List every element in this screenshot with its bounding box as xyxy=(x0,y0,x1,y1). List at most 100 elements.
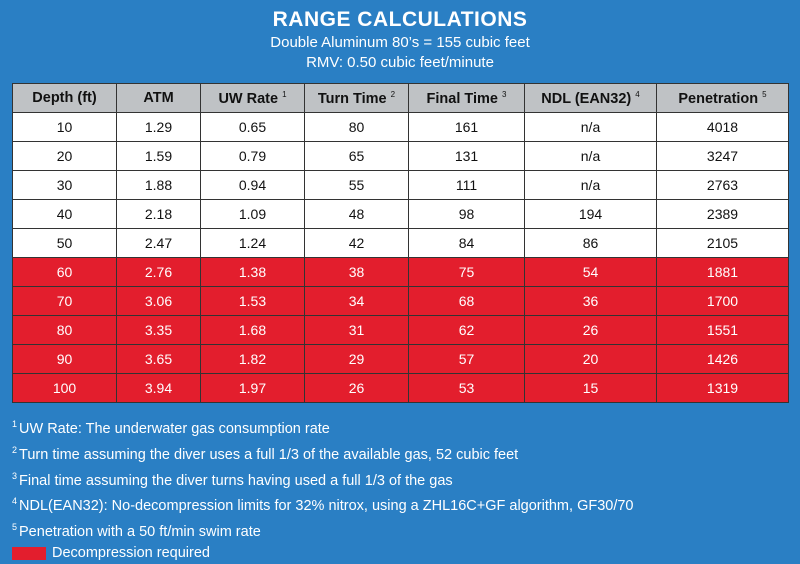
table-cell: 62 xyxy=(408,315,525,345)
table-cell: 1.59 xyxy=(116,141,201,171)
table-cell: 30 xyxy=(12,170,117,200)
table-cell: 20 xyxy=(524,344,657,374)
column-header: ATM xyxy=(116,83,201,113)
footnote-text: Penetration with a 50 ft/min swim rate xyxy=(19,524,261,541)
table-cell: 3.06 xyxy=(116,286,201,316)
table-cell: 1.24 xyxy=(200,228,305,258)
table-cell: 1.09 xyxy=(200,199,305,229)
table-cell: 1700 xyxy=(656,286,789,316)
table-row: 50 2.47 1.24 42 84 86 2105 xyxy=(12,228,789,258)
footnote-number: 3 xyxy=(12,470,18,481)
table-cell: 1.97 xyxy=(200,373,305,403)
table-cell: 0.94 xyxy=(200,170,305,200)
table-cell: 3.35 xyxy=(116,315,201,345)
column-header-label: UW Rate xyxy=(218,90,279,107)
legend: Decompression required xyxy=(12,543,634,564)
table-cell: 80 xyxy=(12,315,117,345)
table-cell: 2.18 xyxy=(116,199,201,229)
column-header-label: ATM xyxy=(143,90,174,106)
legend-swatch xyxy=(12,547,46,561)
table-cell: 86 xyxy=(524,228,657,258)
table-cell: 48 xyxy=(304,199,409,229)
footnote-text: NDL(EAN32): No-decompression limits for … xyxy=(19,498,634,515)
table-cell: 2763 xyxy=(656,170,789,200)
footnote-number: 4 xyxy=(12,496,18,507)
table-cell: 29 xyxy=(304,344,409,374)
table-cell: 40 xyxy=(12,199,117,229)
table-cell: 111 xyxy=(408,170,525,200)
subtitle-rmv: RMV: 0.50 cubic feet/minute xyxy=(306,54,494,71)
column-header: Final Time 3 xyxy=(408,83,525,113)
table-cell: 131 xyxy=(408,141,525,171)
table-cell: 3247 xyxy=(656,141,789,171)
footnote: 4 NDL(EAN32): No-decompression limits for… xyxy=(12,491,634,517)
subtitle-gas: Double Aluminum 80’s = 155 cubic feet xyxy=(270,34,530,51)
table-cell: 0.65 xyxy=(200,112,305,142)
table-cell: 1881 xyxy=(656,257,789,287)
header-row: Depth (ft) ATM UW Rate 1 Turn Time 2 Final T… xyxy=(12,83,789,113)
table-cell: 31 xyxy=(304,315,409,345)
table-cell: n/a xyxy=(524,112,657,142)
table-cell: 2389 xyxy=(656,199,789,229)
table-cell: 55 xyxy=(304,170,409,200)
table-cell: 98 xyxy=(408,199,525,229)
legend-label: Decompression required xyxy=(52,545,210,562)
table-cell: 36 xyxy=(524,286,657,316)
table-row: 20 1.59 0.79 65 131 n/a 3247 xyxy=(12,141,789,171)
table-cell: 34 xyxy=(304,286,409,316)
table-row: 30 1.88 0.94 55 111 n/a 2763 xyxy=(12,170,789,200)
table-row-decompression: 60 2.76 1.38 38 75 54 1881 xyxy=(12,257,789,287)
table-cell: 68 xyxy=(408,286,525,316)
table-row: 40 2.18 1.09 48 98 194 2389 xyxy=(12,199,789,229)
footnote-text: Final time assuming the diver turns havi… xyxy=(19,472,453,489)
table-cell: 1319 xyxy=(656,373,789,403)
table-cell: 194 xyxy=(524,199,657,229)
header: RANGE CALCULATIONS Double Aluminum 80’s … xyxy=(0,0,800,73)
footnote-number: 5 xyxy=(12,522,18,533)
table-cell: 1551 xyxy=(656,315,789,345)
footnote-marker: 5 xyxy=(762,89,767,99)
table-cell: 90 xyxy=(12,344,117,374)
table-body: 10 1.29 0.65 80 161 n/a 4018 20 1.59 0.79 65 131 n/a… xyxy=(12,112,789,403)
footnote: 2 Turn time assuming the diver uses a ful… xyxy=(12,440,634,466)
table-cell: 50 xyxy=(12,228,117,258)
table-cell: n/a xyxy=(524,170,657,200)
table-cell: 57 xyxy=(408,344,525,374)
table-cell: 1.38 xyxy=(200,257,305,287)
table-cell: 1.53 xyxy=(200,286,305,316)
footnote-number: 2 xyxy=(12,444,18,455)
footnotes: 1 UW Rate: The underwater gas consumption… xyxy=(12,414,634,564)
table-cell: 10 xyxy=(12,112,117,142)
table-row-decompression: 70 3.06 1.53 34 68 36 1700 xyxy=(12,286,789,316)
table-cell: 1426 xyxy=(656,344,789,374)
table-cell: 26 xyxy=(304,373,409,403)
table-cell: 70 xyxy=(12,286,117,316)
table-cell: 100 xyxy=(12,373,117,403)
footnote-text: Turn time assuming the diver uses a full… xyxy=(19,446,519,463)
column-header-label: Penetration xyxy=(678,90,759,107)
table-cell: 42 xyxy=(304,228,409,258)
table-cell: 3.65 xyxy=(116,344,201,374)
footnote-marker: 3 xyxy=(502,89,507,99)
footnote-marker: 1 xyxy=(282,89,287,99)
column-header-label: NDL (EAN32) xyxy=(541,90,632,107)
column-header-label: Depth (ft) xyxy=(32,90,97,106)
footnote: 1 UW Rate: The underwater gas consumption… xyxy=(12,414,634,440)
table-cell: 1.68 xyxy=(200,315,305,345)
table-cell: 1.82 xyxy=(200,344,305,374)
footnote-text: UW Rate: The underwater gas consumption … xyxy=(19,420,330,437)
table-cell: 60 xyxy=(12,257,117,287)
table-cell: n/a xyxy=(524,141,657,171)
table-cell: 53 xyxy=(408,373,525,403)
page-title: RANGE CALCULATIONS xyxy=(272,8,528,31)
table-cell: 26 xyxy=(524,315,657,345)
footnote-marker: 2 xyxy=(390,89,396,99)
table-cell: 80 xyxy=(304,112,409,142)
column-header-label: Turn Time xyxy=(317,90,387,107)
footnote: 3 Final time assuming the diver turns hav… xyxy=(12,466,634,492)
table-cell: 75 xyxy=(408,257,525,287)
footnote-marker: 4 xyxy=(635,89,640,99)
table-cell: 3.94 xyxy=(116,373,201,403)
table-row: 10 1.29 0.65 80 161 n/a 4018 xyxy=(12,112,789,142)
table-cell: 65 xyxy=(304,141,409,171)
